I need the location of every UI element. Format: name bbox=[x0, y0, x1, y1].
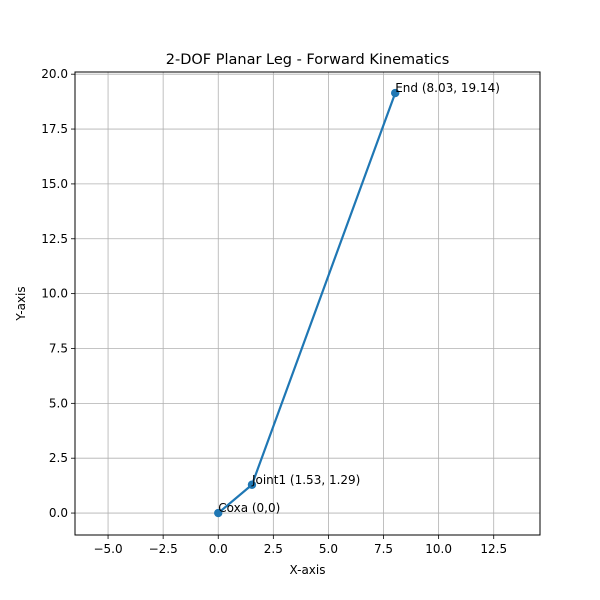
y-tick-label: 7.5 bbox=[49, 341, 68, 355]
x-tick-label: 5.0 bbox=[319, 542, 338, 556]
point-annotation: Joint1 (1.53, 1.29) bbox=[251, 473, 360, 487]
y-tick-label: 15.0 bbox=[41, 177, 68, 191]
x-axis-label: X-axis bbox=[290, 563, 326, 577]
data-point-marker bbox=[391, 88, 400, 98]
plot-frame bbox=[74, 71, 541, 536]
point-annotation: Coxa (0,0) bbox=[218, 501, 280, 515]
x-tick-label: −5.0 bbox=[93, 542, 122, 556]
y-tick-label: 20.0 bbox=[41, 67, 68, 81]
point-annotation: End (8.03, 19.14) bbox=[395, 81, 500, 95]
plot-data: Coxa (0,0) Joint1 (1.53, 1.29) End (8.03, … bbox=[214, 81, 500, 518]
y-tick-label: 17.5 bbox=[41, 122, 68, 136]
x-tick-label: 2.5 bbox=[264, 542, 283, 556]
x-tick-label: 0.0 bbox=[209, 542, 228, 556]
x-tick-label: −2.5 bbox=[149, 542, 178, 556]
y-axis-label: Y-axis bbox=[14, 286, 28, 321]
y-tick-label: 2.5 bbox=[49, 451, 68, 465]
y-tick-label: 5.0 bbox=[49, 396, 68, 410]
y-tick-label: 12.5 bbox=[41, 232, 68, 246]
ticks: −5.0 −2.5 0.0 2.5 5.0 7.5 10.0 12.5 0.0 2.5 5.0 7.5… bbox=[41, 67, 507, 556]
y-tick-label: 0.0 bbox=[49, 506, 68, 520]
x-tick-label: 12.5 bbox=[480, 542, 507, 556]
chart-title: 2-DOF Planar Leg - Forward Kinematics bbox=[166, 52, 450, 68]
data-point-marker bbox=[247, 480, 257, 489]
y-tick-label: 10.0 bbox=[41, 287, 68, 301]
data-point-marker bbox=[214, 508, 223, 518]
x-tick-label: 7.5 bbox=[374, 542, 393, 556]
x-tick-label: 10.0 bbox=[425, 542, 452, 556]
grid bbox=[75, 72, 540, 535]
